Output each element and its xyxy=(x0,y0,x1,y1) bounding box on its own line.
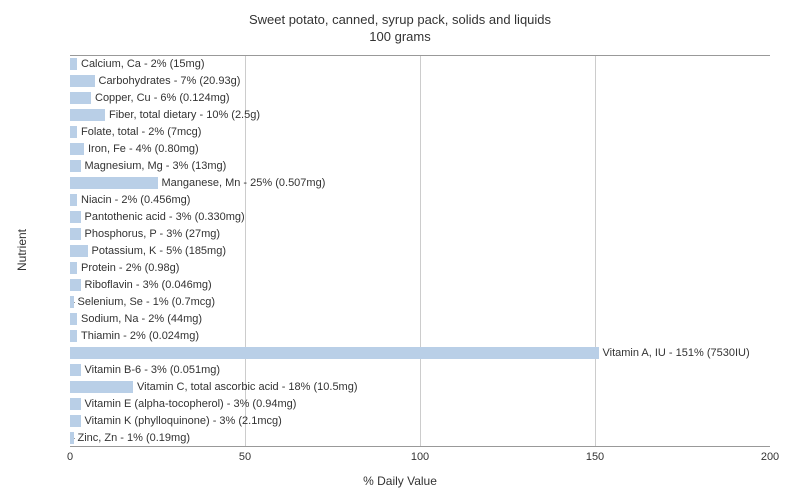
bar-row: Thiamin - 2% (0.024mg) xyxy=(70,330,199,342)
nutrient-label: Copper, Cu - 6% (0.124mg) xyxy=(95,92,230,104)
x-tick-label: 100 xyxy=(411,451,429,463)
bar-row: Vitamin B-6 - 3% (0.051mg) xyxy=(70,364,220,376)
bar-row: Potassium, K - 5% (185mg) xyxy=(70,245,226,257)
nutrient-bar xyxy=(70,160,81,172)
title-line-2: 100 grams xyxy=(369,29,430,44)
nutrient-label: Riboflavin - 3% (0.046mg) xyxy=(85,279,212,291)
nutrient-bar xyxy=(70,109,105,121)
nutrient-bar xyxy=(70,211,81,223)
nutrient-bar xyxy=(70,228,81,240)
nutrient-label: Potassium, K - 5% (185mg) xyxy=(92,245,227,257)
nutrient-label: Protein - 2% (0.98g) xyxy=(81,262,179,274)
nutrient-chart: Sweet potato, canned, syrup pack, solids… xyxy=(0,0,800,500)
nutrient-bar xyxy=(70,330,77,342)
nutrient-label: Folate, total - 2% (7mcg) xyxy=(81,126,201,138)
nutrient-bar xyxy=(70,279,81,291)
nutrient-bar xyxy=(70,398,81,410)
nutrient-bar xyxy=(70,75,95,87)
nutrient-label: Magnesium, Mg - 3% (13mg) xyxy=(85,160,227,172)
bar-row: Calcium, Ca - 2% (15mg) xyxy=(70,58,204,70)
nutrient-bar xyxy=(70,143,84,155)
nutrient-label: Vitamin E (alpha-tocopherol) - 3% (0.94m… xyxy=(85,398,297,410)
plot-area: Calcium, Ca - 2% (15mg) Carbohydrates - 7… xyxy=(70,55,770,447)
nutrient-label: Fiber, total dietary - 10% (2.5g) xyxy=(109,109,260,121)
bar-row: Phosphorus, P - 3% (27mg) xyxy=(70,228,220,240)
bar-row: Niacin - 2% (0.456mg) xyxy=(70,194,190,206)
nutrient-bar xyxy=(70,381,133,393)
nutrient-bar xyxy=(70,58,77,70)
bar-row: Magnesium, Mg - 3% (13mg) xyxy=(70,160,226,172)
nutrient-bar xyxy=(70,194,77,206)
bar-row: Copper, Cu - 6% (0.124mg) xyxy=(70,92,230,104)
nutrient-label: Niacin - 2% (0.456mg) xyxy=(81,194,190,206)
bar-row: Riboflavin - 3% (0.046mg) xyxy=(70,279,212,291)
x-axis-label: % Daily Value xyxy=(363,474,437,488)
nutrient-label: Vitamin A, IU - 151% (7530IU) xyxy=(603,347,750,359)
nutrient-bar xyxy=(70,92,91,104)
x-tick-label: 50 xyxy=(239,451,251,463)
nutrient-bar xyxy=(70,126,77,138)
nutrient-label: Vitamin C, total ascorbic acid - 18% (10… xyxy=(137,381,358,393)
gridline xyxy=(595,56,596,446)
bar-row: Fiber, total dietary - 10% (2.5g) xyxy=(70,109,260,121)
title-line-1: Sweet potato, canned, syrup pack, solids… xyxy=(249,12,551,27)
bar-row: Zinc, Zn - 1% (0.19mg) xyxy=(70,432,190,444)
bar-row: Vitamin E (alpha-tocopherol) - 3% (0.94m… xyxy=(70,398,296,410)
nutrient-label: Iron, Fe - 4% (0.80mg) xyxy=(88,143,199,155)
nutrient-bar xyxy=(70,364,81,376)
nutrient-bar xyxy=(70,262,77,274)
bar-row: Sodium, Na - 2% (44mg) xyxy=(70,313,202,325)
x-tick-label: 200 xyxy=(761,451,779,463)
nutrient-label: Thiamin - 2% (0.024mg) xyxy=(81,330,199,342)
bar-row: Folate, total - 2% (7mcg) xyxy=(70,126,201,138)
bar-row: Vitamin C, total ascorbic acid - 18% (10… xyxy=(70,381,358,393)
nutrient-label: Manganese, Mn - 25% (0.507mg) xyxy=(162,177,326,189)
y-axis-label: Nutrient xyxy=(15,229,29,271)
nutrient-label: Phosphorus, P - 3% (27mg) xyxy=(85,228,221,240)
nutrient-label: Vitamin K (phylloquinone) - 3% (2.1mcg) xyxy=(85,415,282,427)
x-tick-label: 0 xyxy=(67,451,73,463)
nutrient-bar xyxy=(70,245,88,257)
nutrient-label: Vitamin B-6 - 3% (0.051mg) xyxy=(85,364,221,376)
nutrient-label: Calcium, Ca - 2% (15mg) xyxy=(81,58,204,70)
nutrient-bar xyxy=(70,177,158,189)
bar-row: Vitamin K (phylloquinone) - 3% (2.1mcg) xyxy=(70,415,282,427)
bar-row: Protein - 2% (0.98g) xyxy=(70,262,179,274)
nutrient-label: Carbohydrates - 7% (20.93g) xyxy=(99,75,241,87)
nutrient-bar xyxy=(70,415,81,427)
nutrient-label: Sodium, Na - 2% (44mg) xyxy=(81,313,202,325)
bar-row: Pantothenic acid - 3% (0.330mg) xyxy=(70,211,245,223)
nutrient-label: Selenium, Se - 1% (0.7mcg) xyxy=(78,296,216,308)
bar-row: Manganese, Mn - 25% (0.507mg) xyxy=(70,177,325,189)
bar-row: Carbohydrates - 7% (20.93g) xyxy=(70,75,240,87)
chart-title: Sweet potato, canned, syrup pack, solids… xyxy=(0,0,800,46)
nutrient-label: Zinc, Zn - 1% (0.19mg) xyxy=(78,432,190,444)
nutrient-bar xyxy=(70,432,74,444)
bar-row: Vitamin A, IU - 151% (7530IU) xyxy=(70,347,750,359)
nutrient-label: Pantothenic acid - 3% (0.330mg) xyxy=(85,211,245,223)
nutrient-bar xyxy=(70,313,77,325)
x-tick-label: 150 xyxy=(586,451,604,463)
gridline xyxy=(420,56,421,446)
bar-row: Iron, Fe - 4% (0.80mg) xyxy=(70,143,199,155)
nutrient-bar xyxy=(70,347,599,359)
bar-row: Selenium, Se - 1% (0.7mcg) xyxy=(70,296,215,308)
nutrient-bar xyxy=(70,296,74,308)
